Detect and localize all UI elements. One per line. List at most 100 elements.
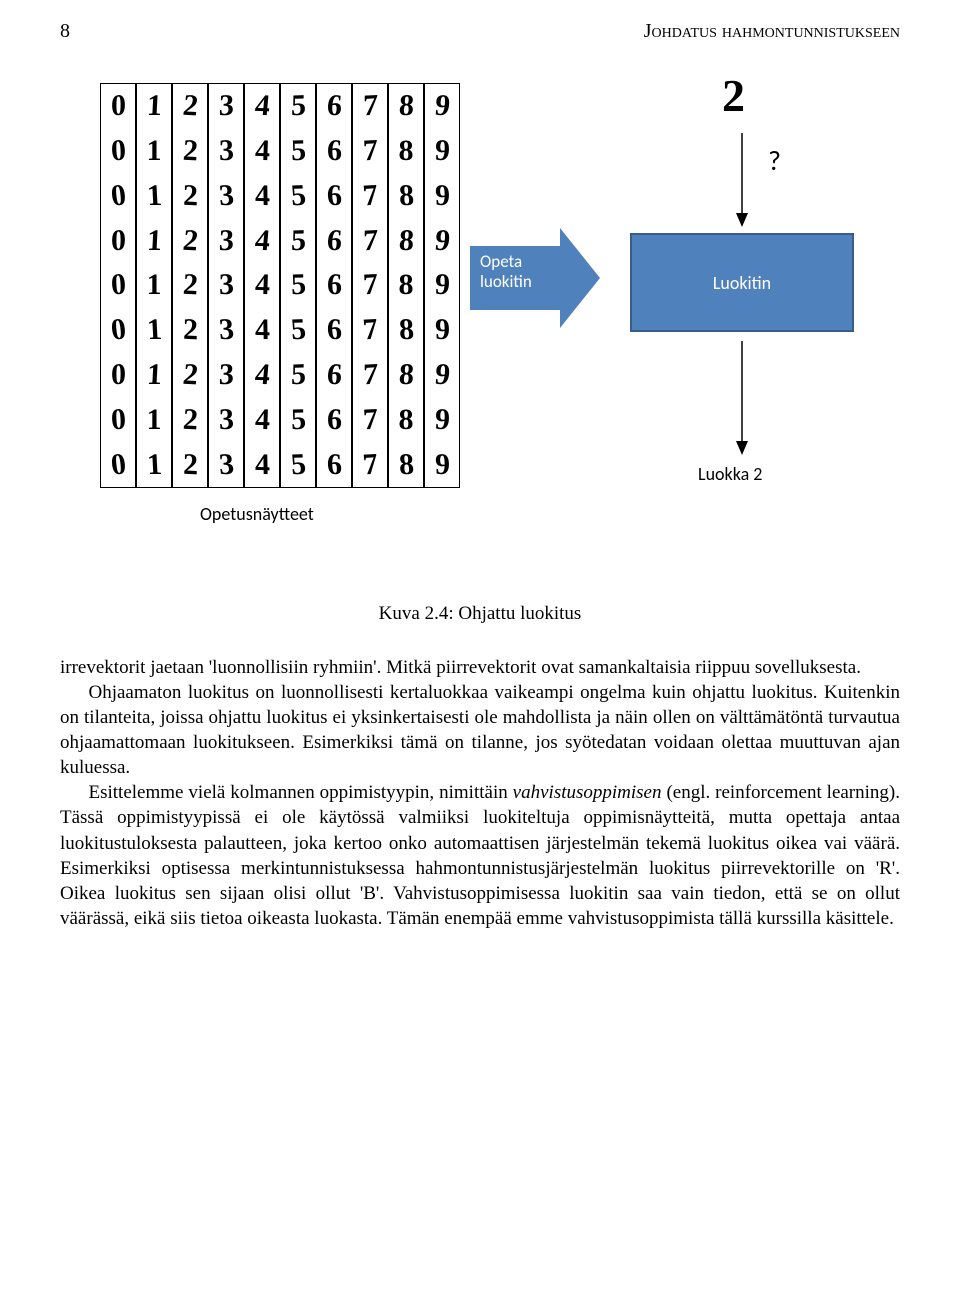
digit-cell: 9 (433, 360, 451, 391)
figure-2-4: 0000000001111111112222222223333333334444… (100, 73, 860, 573)
digit-cell: 9 (434, 404, 451, 435)
digit-cell: 4 (254, 404, 270, 435)
running-header: 8 Johdatus hahmontunnistukseen (60, 20, 900, 43)
digit-cell: 0 (109, 315, 127, 346)
digit-cell: 7 (362, 404, 379, 435)
digit-cell: 6 (326, 315, 342, 345)
digit-cell: 8 (398, 181, 415, 211)
digit-cell: 4 (254, 315, 270, 346)
digit-cell: 9 (434, 181, 449, 212)
digit-cell: 6 (326, 270, 342, 300)
digit-cell: 3 (218, 136, 234, 166)
digit-cell: 6 (326, 405, 342, 435)
digit-column: 7 7 7 7 7 7 7 7 7 (352, 83, 388, 488)
digit-cell: 1 (146, 226, 163, 256)
digit-cell: 2 (182, 315, 197, 346)
digit-cell: 2 (181, 225, 199, 256)
digit-cell: 5 (290, 136, 306, 167)
digit-cell: 9 (433, 225, 451, 256)
digit-cell: 5 (289, 181, 307, 212)
digit-cell: 0 (110, 404, 127, 435)
digit-column: 666666666 (316, 83, 352, 488)
digit-cell: 1 (146, 91, 163, 121)
figure-caption: Kuva 2.4: Ohjattu luokitus (60, 603, 900, 625)
digit-cell: 9 (434, 136, 451, 167)
digit-cell: 6 (325, 91, 342, 121)
question-mark-icon: ? (768, 143, 781, 178)
digit-cell: 0 (110, 360, 125, 391)
digit-cell: 0 (110, 91, 125, 122)
digit-cell: 3 (218, 270, 234, 300)
digit-cell: 9 (434, 449, 449, 480)
paragraph-1: irrevektorit jaetaan 'luonnollisiin ryhm… (60, 655, 900, 680)
query-digit: 2 (722, 73, 745, 119)
digit-column: 000000000 (100, 83, 136, 488)
digit-cell: 3 (217, 449, 234, 479)
output-class-label: Luokka 2 (698, 463, 762, 485)
digit-cell: 3 (218, 226, 234, 256)
digit-cell: 4 (253, 360, 271, 391)
digit-cell: 4 (253, 225, 271, 256)
training-samples-label: Opetusnäytteet (200, 503, 314, 525)
digit-cell: 7 (362, 136, 379, 167)
digit-column: 444444444 (244, 83, 280, 488)
digit-cell: 8 (399, 136, 414, 166)
digit-cell: 6 (325, 360, 342, 390)
digit-cell: 7 (362, 225, 377, 256)
arrow-label: Opeta luokitin (480, 252, 532, 293)
digit-cell: 5 (290, 225, 306, 256)
digit-cell: 6 (326, 136, 342, 166)
digit-cell: 7 (361, 315, 379, 346)
digit-cell: 4 (254, 270, 270, 301)
digit-cell: 6 (325, 226, 342, 256)
digit-cell: 2 (181, 91, 199, 122)
train-arrow: Opeta luokitin (470, 228, 600, 328)
page-container: 8 Johdatus hahmontunnistukseen 000000000… (0, 0, 960, 971)
digit-cell: 1 (146, 360, 163, 390)
digit-cell: 2 (182, 270, 199, 301)
digit-cell: 7 (362, 270, 379, 301)
digit-cell: 3 (217, 315, 234, 345)
digit-cell: 7 (362, 360, 377, 391)
digit-cell: 5 (290, 91, 306, 122)
digit-cell: 0 (109, 449, 127, 480)
digit-column: 111111111 (136, 83, 172, 488)
digit-cell: 5 (289, 449, 307, 480)
down-arrow-bottom-icon (732, 341, 752, 456)
digit-cell: 1 (147, 270, 162, 300)
paragraph-3: Esittelemme vielä kolmannen oppimistyypi… (60, 780, 900, 930)
digit-cell: 8 (399, 405, 414, 435)
running-title: Johdatus hahmontunnistukseen (644, 20, 900, 43)
figure-wrapper: 0000000001111111112222222223333333334444… (60, 73, 900, 573)
digit-cell: 7 (362, 91, 377, 122)
digit-cell: 2 (182, 136, 199, 167)
digit-cell: 3 (218, 360, 234, 390)
digit-cell: 5 (290, 270, 306, 301)
arrow-head-icon (560, 228, 600, 328)
digit-cell: 4 (254, 136, 270, 167)
digit-cell: 5 (290, 360, 306, 391)
digit-cell: 7 (361, 449, 379, 480)
digit-cell: 8 (398, 315, 415, 345)
digit-cell: 4 (254, 181, 270, 212)
classifier-label: Luokitin (713, 272, 771, 294)
digit-cell: 0 (109, 181, 127, 212)
digit-column: 555555555 (280, 83, 316, 488)
training-digits-grid: 0000000001111111112222222223333333334444… (100, 83, 460, 488)
digit-cell: 9 (433, 91, 451, 122)
digit-cell: 1 (147, 136, 162, 166)
digit-column: 888888888 (388, 83, 424, 488)
digit-column: 222222222 (172, 83, 208, 488)
digit-column: 999999999 (424, 83, 460, 488)
digit-cell: 6 (326, 181, 342, 211)
digit-cell: 2 (182, 181, 197, 212)
digit-cell: 8 (399, 270, 414, 300)
body-text: irrevektorit jaetaan 'luonnollisiin ryhm… (60, 655, 900, 931)
digit-cell: 8 (398, 91, 415, 121)
digit-column: 333333333 (208, 83, 244, 488)
digit-cell: 7 (361, 181, 379, 212)
digit-cell: 4 (254, 449, 270, 480)
digit-cell: 5 (289, 315, 307, 346)
digit-cell: 8 (398, 360, 415, 390)
digit-cell: 8 (398, 450, 415, 480)
